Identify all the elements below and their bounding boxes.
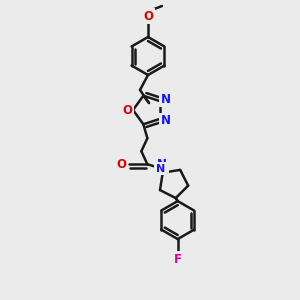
Text: O: O [143, 10, 153, 22]
Text: N: N [158, 158, 167, 171]
Text: O: O [116, 158, 126, 171]
Text: N: N [161, 93, 171, 106]
Text: N: N [156, 164, 165, 174]
Text: N: N [161, 114, 171, 127]
Text: O: O [122, 103, 132, 116]
Text: F: F [174, 253, 182, 266]
